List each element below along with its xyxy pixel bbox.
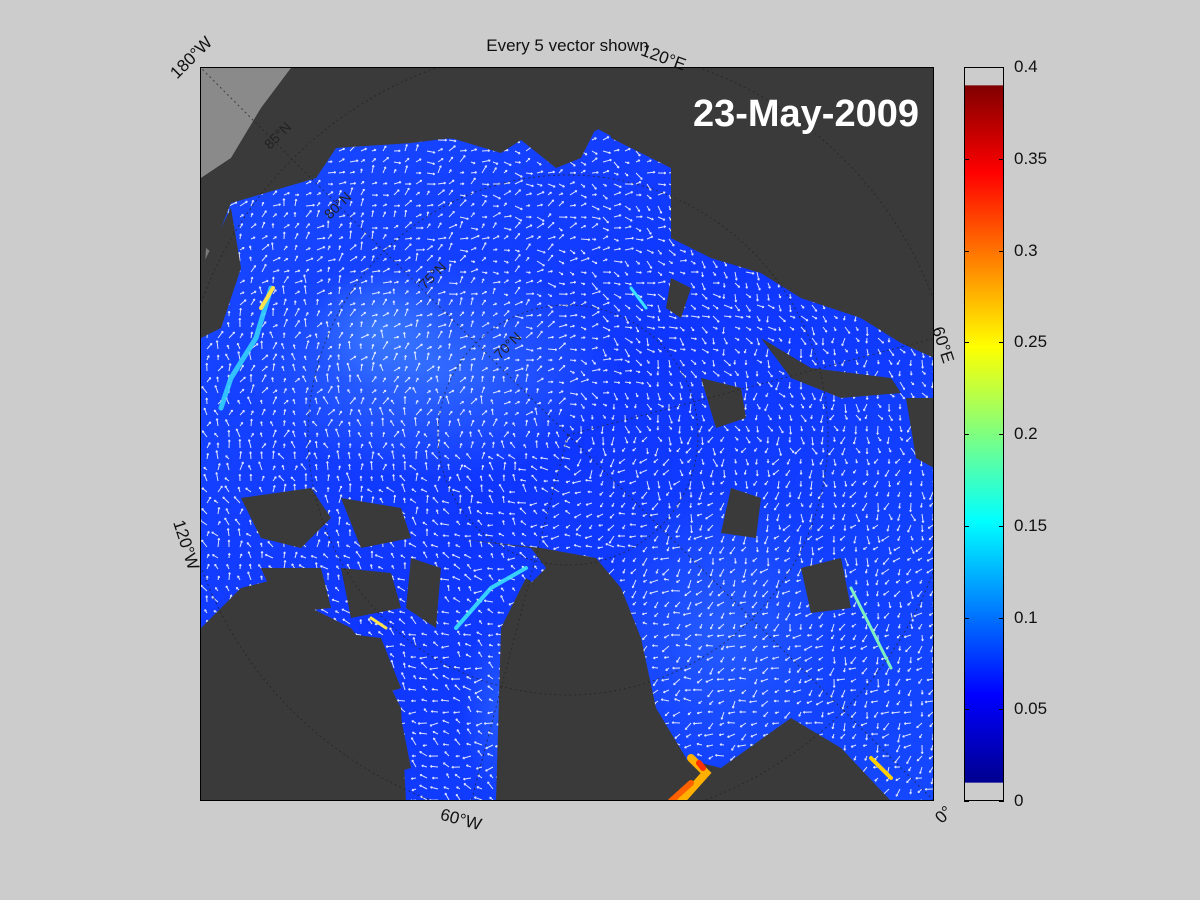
colorbar-tick-mark	[999, 525, 1004, 527]
colorbar-tick-mark	[999, 709, 1004, 711]
colorbar-gradient	[964, 67, 1004, 801]
colorbar-tick-label: 0.3	[1014, 240, 1038, 260]
background-land	[201, 68, 291, 178]
lon-label-60w: 60°W	[438, 804, 484, 835]
colorbar-tick-mark	[964, 250, 969, 252]
colorbar-tick-mark	[999, 617, 1004, 619]
colorbar-tick-mark	[964, 67, 969, 68]
colorbar-tick-mark	[964, 617, 969, 619]
colorbar-tick-mark	[964, 434, 969, 435]
colorbar-tick-mark	[999, 67, 1004, 68]
colorbar-tick-mark	[999, 342, 1004, 344]
graticule	[201, 68, 933, 800]
colorbar-tick-label: 0.2	[1014, 424, 1038, 443]
date-label: 23-May-2009	[693, 93, 919, 135]
colorbar-tick-mark	[964, 525, 969, 527]
high-drift-streaks	[218, 285, 893, 800]
colorbar-tick-label: 0.05	[1014, 699, 1048, 719]
lon-label-120w: 120°W	[169, 517, 204, 573]
map-panel: 23-May-2009	[200, 67, 934, 801]
colorbar-tick-label: 0.25	[1014, 332, 1048, 352]
lon-label-0: 0°	[931, 802, 957, 828]
colorbar-tick-mark	[964, 709, 969, 711]
figure-title: Every 5 vector shown	[486, 36, 649, 55]
colorbar-tick-mark	[964, 801, 969, 802]
colorbar-tick-label: 0.1	[1014, 607, 1038, 627]
sea-ice-map: 23-May-2009	[201, 68, 933, 800]
colorbar-tick-mark	[964, 342, 969, 344]
colorbar-tick-mark	[964, 158, 969, 160]
colorbar-tick-label: 0	[1014, 791, 1024, 810]
colorbar-tick-mark	[999, 801, 1004, 802]
colorbar-tick-mark	[999, 250, 1004, 252]
colorbar-tick-mark	[999, 434, 1004, 435]
colorbar	[964, 67, 1004, 801]
colorbar-tick-mark	[999, 158, 1004, 160]
colorbar-tick-label: 0.4	[1014, 57, 1038, 76]
greenland-landmass	[451, 538, 686, 800]
eurasian-islands	[666, 278, 933, 613]
colorbar-tick-label: 0.15	[1014, 515, 1048, 535]
archipelago-islands	[201, 488, 441, 800]
colorbar-tick-label: 0.35	[1014, 148, 1048, 168]
